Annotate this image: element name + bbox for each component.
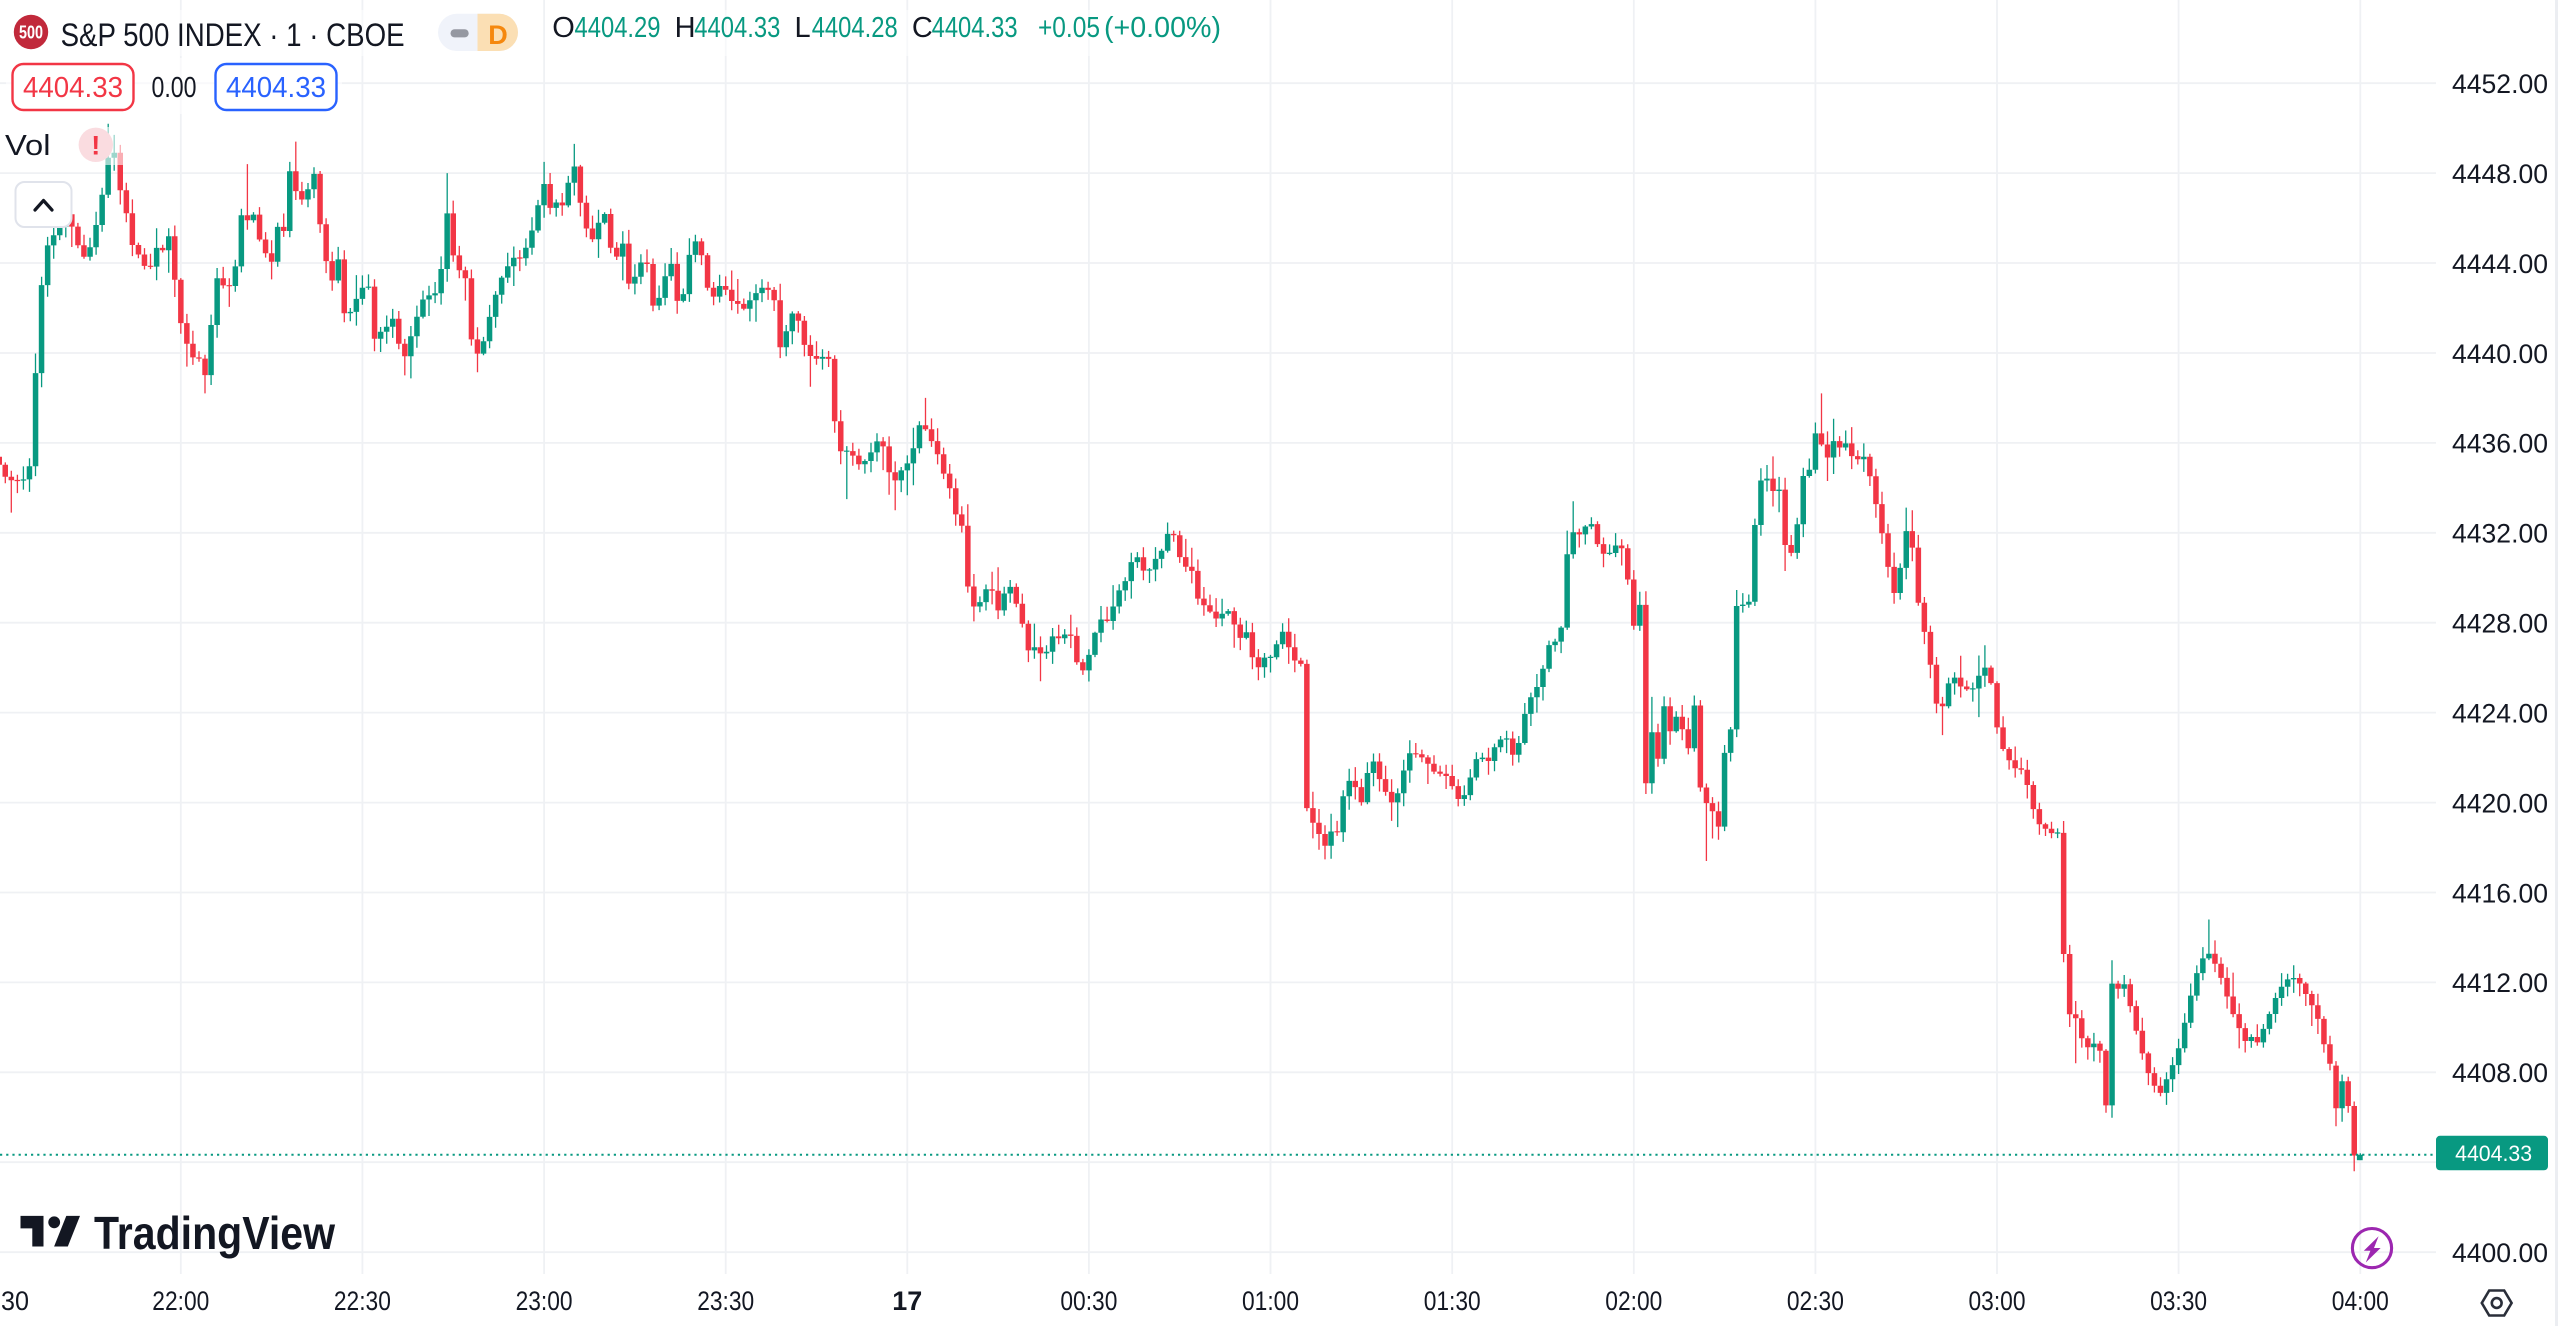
svg-text:04:00: 04:00	[2332, 1286, 2389, 1316]
svg-text:4432.00: 4432.00	[2452, 519, 2548, 549]
svg-text:4408.00: 4408.00	[2452, 1058, 2548, 1088]
svg-text:22:30: 22:30	[334, 1286, 391, 1316]
svg-text:500: 500	[19, 22, 43, 43]
svg-text:4448.00: 4448.00	[2452, 159, 2548, 189]
svg-text:23:00: 23:00	[516, 1286, 573, 1316]
svg-text:17: 17	[892, 1286, 922, 1316]
svg-text:03:30: 03:30	[2150, 1286, 2207, 1316]
svg-text:23:30: 23:30	[697, 1286, 754, 1316]
svg-text:03:00: 03:00	[1969, 1286, 2026, 1316]
svg-text:C: C	[912, 12, 933, 44]
svg-text:4404.33: 4404.33	[226, 72, 326, 104]
svg-text:4420.00: 4420.00	[2452, 788, 2548, 818]
svg-text:D: D	[488, 20, 508, 50]
svg-text:4444.00: 4444.00	[2452, 249, 2548, 279]
svg-text:4440.00: 4440.00	[2452, 339, 2548, 369]
svg-text:(+0.00%): (+0.00%)	[1104, 12, 1221, 44]
svg-text:Vol: Vol	[5, 130, 51, 162]
svg-text:00:30: 00:30	[1060, 1286, 1117, 1316]
svg-text:!: !	[91, 131, 100, 161]
svg-text:4404.33: 4404.33	[23, 72, 123, 104]
svg-text:L: L	[795, 12, 811, 44]
svg-text:4404.33: 4404.33	[932, 12, 1018, 44]
svg-text:02:00: 02:00	[1605, 1286, 1662, 1316]
svg-text:4416.00: 4416.00	[2452, 878, 2548, 908]
svg-text:0.00: 0.00	[152, 72, 197, 104]
svg-text:4404.33: 4404.33	[2455, 1141, 2532, 1166]
svg-text:O: O	[552, 12, 575, 44]
svg-text:02:30: 02:30	[1787, 1286, 1844, 1316]
svg-text:4404.28: 4404.28	[812, 12, 898, 44]
svg-text:4424.00: 4424.00	[2452, 698, 2548, 728]
svg-text:4428.00: 4428.00	[2452, 609, 2548, 639]
svg-text:S&P 500 INDEX · 1 · CBOE: S&P 500 INDEX · 1 · CBOE	[61, 17, 405, 53]
svg-text:4404.29: 4404.29	[575, 12, 661, 44]
svg-text:+0.05: +0.05	[1038, 12, 1100, 44]
svg-text:4404.33: 4404.33	[694, 12, 780, 44]
svg-text:TradingView: TradingView	[94, 1207, 335, 1259]
svg-text:4412.00: 4412.00	[2452, 968, 2548, 998]
svg-text:4400.00: 4400.00	[2452, 1238, 2548, 1268]
svg-text:4436.00: 4436.00	[2452, 429, 2548, 459]
svg-text:30: 30	[1, 1286, 29, 1316]
svg-text:4452.00: 4452.00	[2452, 69, 2548, 99]
svg-text:01:00: 01:00	[1242, 1286, 1299, 1316]
svg-text:22:00: 22:00	[152, 1286, 209, 1316]
svg-text:01:30: 01:30	[1424, 1286, 1481, 1316]
svg-text:H: H	[675, 12, 696, 44]
